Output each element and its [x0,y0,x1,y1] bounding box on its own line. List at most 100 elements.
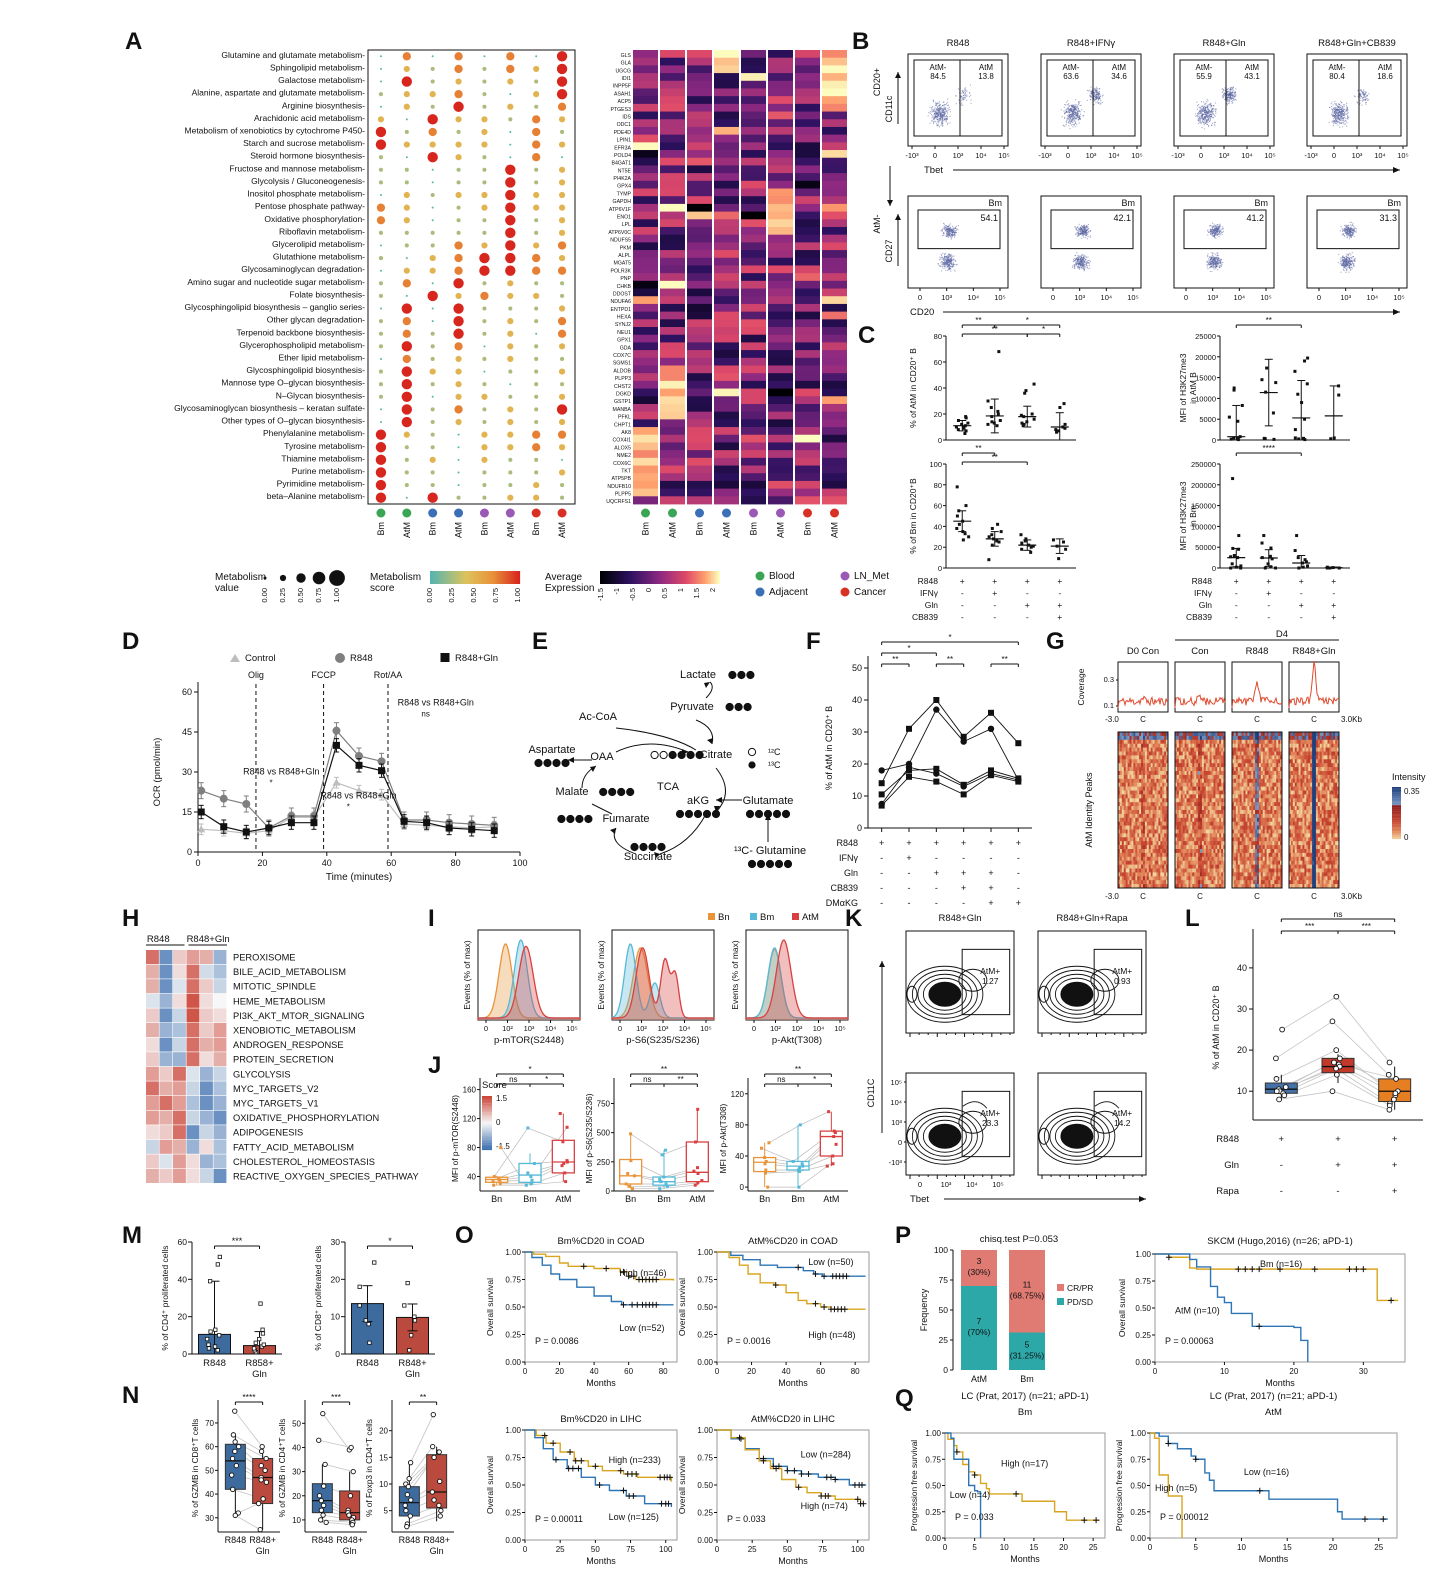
panel-a-dotplot: Glutamine and glutamate metabolism- Sphin… [174,49,576,538]
svg-text:AtM: AtM [668,522,678,538]
svg-text:40: 40 [934,522,942,531]
svg-text:NT5E: NT5E [618,168,632,174]
svg-text:R848+Gln+CB839: R848+Gln+CB839 [1318,38,1396,49]
svg-text:10⁵: 10⁵ [994,293,1005,302]
panel-e-label: E [532,628,549,655]
svg-text:42.1: 42.1 [1113,213,1131,223]
svg-text:Glycolysis / Gluconeogenesis-: Glycolysis / Gluconeogenesis- [251,176,365,186]
svg-text:NDUFA6: NDUFA6 [611,299,632,305]
svg-text:GLA: GLA [621,61,632,67]
svg-text:HEXA: HEXA [617,315,632,321]
svg-text:CD27: CD27 [884,239,894,262]
svg-text:Phenylalanine metabolism-: Phenylalanine metabolism- [263,428,365,438]
svg-text:AtM-: AtM- [930,63,947,72]
svg-text:0: 0 [933,151,937,160]
svg-text:Terpenoid backbone biosynthesi: Terpenoid backbone biosynthesis- [236,327,365,337]
svg-text:Pyrimidine metabolism-: Pyrimidine metabolism- [277,479,365,489]
svg-text:COX4I1: COX4I1 [613,438,632,444]
svg-text:R848+IFNγ: R848+IFNγ [1067,38,1116,49]
panel-k-label: K [845,905,863,932]
svg-text:ACP5: ACP5 [617,99,631,105]
svg-text:AtM: AtM [1245,63,1260,72]
svg-text:Steroid hormone biosynthesis-: Steroid hormone biosynthesis- [250,151,365,161]
svg-text:ATP6V0C: ATP6V0C [608,230,631,236]
svg-text:13.8: 13.8 [978,72,994,81]
svg-text:25000: 25000 [1195,332,1216,341]
svg-text:Cancer: Cancer [854,587,887,598]
svg-text:DDOST: DDOST [613,291,632,297]
svg-text:NDUFB10: NDUFB10 [607,484,631,490]
svg-text:Glycosphingolipid biosynthesis: Glycosphingolipid biosynthesis – ganglio… [185,302,366,312]
svg-text:40: 40 [934,384,942,393]
svg-text:Metabolism: Metabolism [370,572,421,583]
svg-text:Tyrosine metabolism-: Tyrosine metabolism- [284,441,365,451]
svg-text:AtM: AtM [557,522,567,538]
svg-text:Bm: Bm [641,522,651,536]
svg-text:NME2: NME2 [617,453,632,459]
svg-text:Glycosaminoglycan degradation-: Glycosaminoglycan degradation- [241,264,365,274]
panel-c-label: C [858,322,876,349]
panel-g-atac: D0 Con Con R848 R848+GlnD4Coverage0.10.3C-3… [1076,629,1426,901]
svg-text:GSTP1: GSTP1 [614,399,631,405]
svg-text:Sphingolipid metabolism-: Sphingolipid metabolism- [270,62,365,72]
svg-text:AtM: AtM [402,522,412,538]
svg-text:CHKB: CHKB [617,284,632,290]
svg-text:Galactose metabolism-: Galactose metabolism- [278,75,365,85]
svg-text:0: 0 [1332,151,1336,160]
svg-text:1.00: 1.00 [332,588,341,603]
svg-text:10⁵: 10⁵ [1397,151,1408,160]
svg-text:60: 60 [934,502,942,511]
svg-text:ODC1: ODC1 [617,122,632,128]
svg-text:10³: 10³ [1207,293,1218,302]
svg-text:1.5: 1.5 [692,588,701,598]
svg-text:MANBA: MANBA [613,407,632,413]
svg-text:10⁵: 10⁵ [998,151,1009,160]
svg-text:10⁵: 10⁵ [1260,293,1271,302]
svg-text:Alanine, aspartate and glutama: Alanine, aspartate and glutamate metabol… [192,88,366,98]
svg-text:-10³: -10³ [1038,151,1052,160]
svg-text:54.1: 54.1 [980,213,998,223]
svg-text:% of AtM in CD20⁺ B: % of AtM in CD20⁺ B [908,348,918,428]
svg-text:% of Bm in CD20⁺B: % of Bm in CD20⁺B [908,478,918,554]
svg-text:NDUFS5: NDUFS5 [610,238,631,244]
svg-text:AtM: AtM [505,522,515,538]
svg-text:Bm: Bm [803,522,813,536]
svg-text:TYMP: TYMP [617,191,632,197]
svg-text:Folate biosynthesis-: Folate biosynthesis- [289,289,365,299]
svg-text:41.2: 41.2 [1246,213,1264,223]
svg-text:0: 0 [1051,293,1055,302]
svg-text:**: ** [1266,316,1272,325]
svg-text:10⁵: 10⁵ [1127,293,1138,302]
svg-text:10⁴: 10⁴ [1241,151,1253,160]
svg-text:AtM: AtM [454,522,464,538]
svg-text:CHPT1: CHPT1 [614,422,631,428]
svg-text:MGAT5: MGAT5 [614,261,632,267]
svg-text:Adjacent: Adjacent [769,587,808,598]
svg-text:0: 0 [1066,151,1070,160]
svg-text:AtM-: AtM- [1329,63,1346,72]
svg-text:GLS: GLS [621,53,632,59]
svg-text:0: 0 [938,436,942,445]
svg-text:15000: 15000 [1195,374,1216,383]
svg-text:-0.5: -0.5 [628,588,637,601]
svg-text:55.9: 55.9 [1196,72,1212,81]
panel-e-tca-diagram: TCALactatePyruvateAc-CoACitrateOAAAspart… [528,669,806,869]
svg-text:1: 1 [676,588,685,592]
svg-text:10⁴: 10⁴ [1374,151,1386,160]
svg-text:43.1: 43.1 [1244,72,1260,81]
svg-text:*: * [1042,325,1045,334]
svg-text:Bm: Bm [695,522,705,536]
svg-text:POLR3K: POLR3K [611,268,632,274]
svg-text:0: 0 [1184,293,1188,302]
svg-text:LPIN1: LPIN1 [617,138,632,144]
svg-text:Ether lipid metabolism-: Ether lipid metabolism- [279,352,366,362]
svg-text:CD20: CD20 [910,307,934,318]
svg-text:Glutathione metabolism-: Glutathione metabolism- [273,252,365,262]
svg-text:Tbet: Tbet [924,165,943,176]
svg-text:GPX1: GPX1 [617,338,631,344]
svg-text:0: 0 [644,588,653,592]
svg-text:COX7C: COX7C [613,353,631,359]
